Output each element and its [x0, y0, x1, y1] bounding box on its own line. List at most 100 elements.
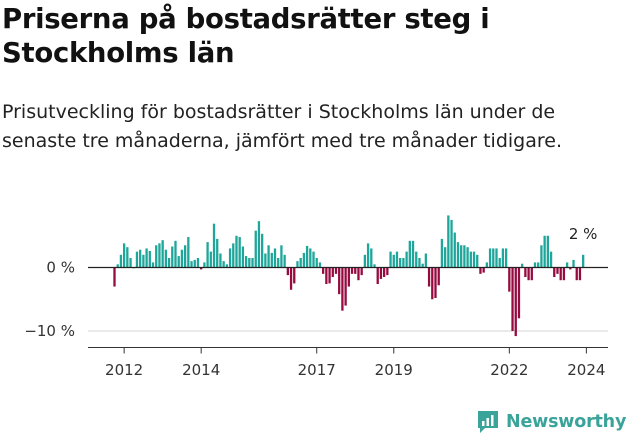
bar: [460, 245, 463, 268]
bar: [569, 267, 572, 270]
bar: [476, 254, 479, 268]
bar: [418, 257, 421, 268]
bar: [293, 267, 296, 284]
bar: [546, 235, 549, 268]
bar: [190, 261, 193, 268]
bar: [472, 251, 476, 268]
bar: [408, 240, 411, 268]
bar: [232, 243, 235, 268]
bar: [177, 256, 180, 268]
x-tick-label: 2017: [298, 361, 336, 379]
bar: [376, 267, 379, 285]
y-tick-label: −10 %: [24, 322, 75, 340]
bar: [203, 262, 206, 268]
bar: [251, 257, 254, 268]
bar: [171, 246, 174, 268]
bar: [225, 264, 228, 268]
bar: [415, 251, 418, 268]
bar: [161, 240, 164, 268]
bar: [267, 245, 270, 268]
bar: [456, 242, 460, 268]
bar: [537, 262, 540, 268]
bar: [302, 252, 306, 268]
bar: [360, 267, 363, 276]
bar: [312, 251, 315, 268]
bar: [289, 267, 293, 290]
bar: [286, 267, 289, 276]
x-tick-label: 2022: [490, 361, 528, 379]
bar: [142, 254, 145, 268]
bar: [511, 267, 514, 331]
bar: [431, 267, 434, 300]
newsworthy-logo-icon: [478, 411, 498, 433]
bar: [540, 245, 543, 268]
bar: [341, 267, 344, 311]
bar: [447, 215, 450, 268]
bar: [158, 243, 161, 268]
bar: [167, 257, 171, 268]
bar: [328, 267, 331, 284]
bar: [280, 245, 283, 268]
bar: [559, 267, 562, 281]
bar: [517, 267, 521, 319]
bar: [424, 253, 428, 268]
bar: [521, 263, 524, 268]
bar: [357, 267, 360, 281]
bar: [427, 267, 431, 287]
bar: [331, 267, 334, 278]
bar: [148, 250, 151, 268]
bar: [222, 261, 225, 268]
bar: [174, 240, 177, 268]
bar: [379, 267, 383, 279]
bar: [238, 237, 241, 268]
bar: [549, 251, 553, 268]
bar: [241, 246, 245, 268]
bar: [122, 243, 126, 268]
bar: [309, 248, 312, 268]
bar: [216, 238, 219, 268]
bar: [530, 267, 533, 281]
bar: [411, 240, 415, 268]
bar: [257, 221, 261, 268]
bar: [273, 248, 277, 268]
bar: [575, 267, 578, 281]
bar: [366, 243, 370, 268]
bar: [402, 257, 405, 268]
bar: [482, 267, 485, 273]
bar: [479, 267, 482, 274]
bar: [565, 262, 569, 268]
bar: [437, 267, 440, 286]
bar: [382, 267, 386, 278]
bar: [492, 248, 495, 268]
bar: [200, 267, 203, 270]
bar: [347, 267, 350, 287]
bar: [504, 248, 508, 268]
bar: [524, 267, 527, 278]
bar: [488, 248, 492, 268]
bar: [180, 249, 184, 268]
bar: [556, 267, 559, 274]
bar: [392, 254, 395, 268]
bar: [196, 257, 200, 268]
x-tick-label: 2024: [567, 361, 605, 379]
bar: [113, 267, 116, 287]
x-axis: 2012 2014 2017 2019 2022 2024: [88, 266, 608, 379]
bar: [228, 248, 232, 268]
bar: [421, 263, 424, 268]
last-value-annotation: 2 %: [569, 225, 598, 243]
bar: [305, 245, 309, 268]
bar: [572, 259, 575, 268]
bar: [325, 267, 328, 285]
bar: [501, 248, 505, 268]
bar: [299, 257, 302, 268]
bar: [277, 257, 280, 268]
bar: [235, 235, 238, 268]
bar: [193, 259, 196, 268]
bar: [206, 242, 209, 268]
bar: [126, 247, 129, 268]
bar: [334, 267, 338, 274]
bars: [113, 215, 585, 337]
bar: [264, 253, 267, 268]
bar: [485, 262, 489, 268]
